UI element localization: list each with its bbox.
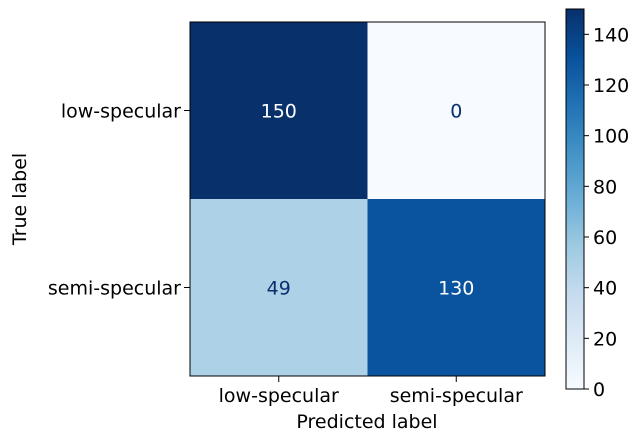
colorbar-tick-label: 20: [593, 328, 617, 350]
cell-value-label: 49: [267, 278, 291, 300]
y-axis-label: True label: [9, 153, 31, 246]
cell-value-labels: 150 0 49 130: [261, 101, 475, 300]
x-tick-label: semi-specular: [390, 385, 523, 407]
colorbar-tick-label: 120: [593, 75, 629, 97]
cell-value-label: 0: [450, 101, 462, 123]
colorbar-tick-label: 0: [593, 379, 605, 401]
y-tick-label: low-specular: [61, 101, 181, 123]
heatmap-cell: [367, 22, 546, 200]
x-tick-label: low-specular: [219, 385, 339, 407]
colorbar-tick-label: 60: [593, 227, 617, 249]
colorbar-tick-label: 100: [593, 126, 629, 148]
heatmap-cells: [190, 22, 546, 377]
heatmap-cell: [190, 199, 368, 377]
x-axis-ticks: low-specular semi-specular: [219, 376, 523, 407]
cell-value-label: 150: [261, 101, 297, 123]
colorbar-ticks: 0 20 40 60 80 100 120 140: [584, 24, 629, 401]
cell-value-label: 130: [438, 278, 474, 300]
heatmap-cell: [367, 199, 546, 377]
colorbar-tick-label: 40: [593, 278, 617, 300]
colorbar-tick-label: 80: [593, 176, 617, 198]
y-axis-ticks: low-specular semi-specular: [48, 101, 190, 300]
y-tick-label: semi-specular: [48, 278, 181, 300]
plot-frame: [189, 21, 546, 377]
x-axis-label: Predicted label: [296, 411, 437, 433]
colorbar: [565, 8, 585, 390]
heatmap-cell: [190, 22, 368, 200]
colorbar-tick-label: 140: [593, 24, 629, 46]
